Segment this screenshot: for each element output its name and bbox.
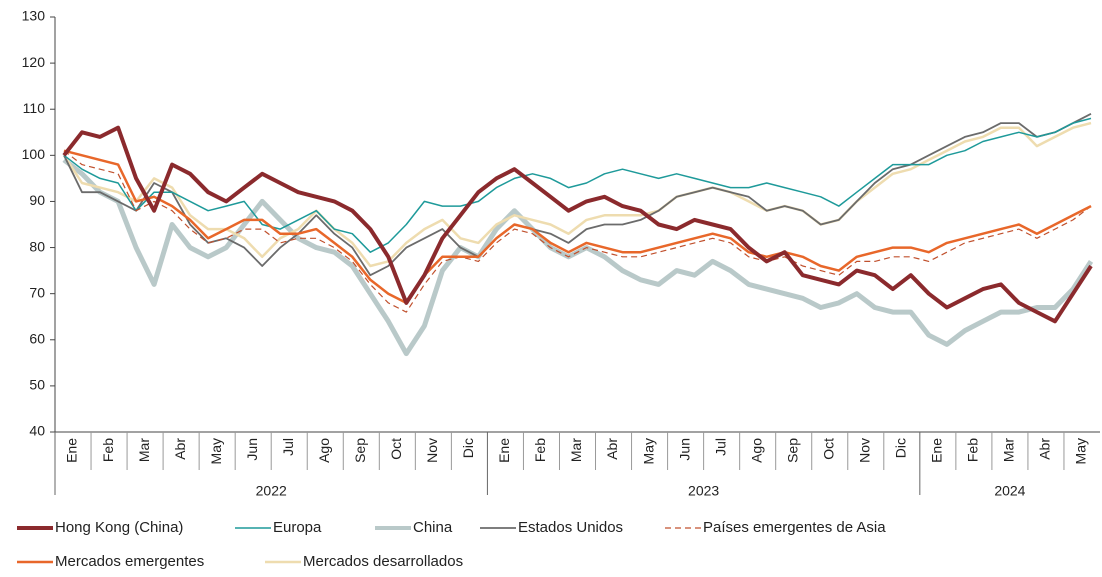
year-label: 2023 bbox=[688, 483, 719, 499]
legend-label: Europa bbox=[273, 519, 322, 536]
series-line bbox=[63, 150, 1092, 313]
legend-label: Mercados desarrollados bbox=[303, 553, 463, 570]
series-line bbox=[63, 149, 1092, 305]
x-tick-label: Feb bbox=[532, 438, 548, 462]
series-line bbox=[63, 113, 1092, 277]
x-tick-label: Ene bbox=[64, 438, 80, 463]
x-tick-label: Sep bbox=[352, 438, 368, 463]
x-tick-label: Jul bbox=[280, 438, 296, 456]
legend-label: Mercados emergentes bbox=[55, 553, 204, 570]
x-tick-label: Ene bbox=[496, 438, 512, 463]
y-tick-label: 50 bbox=[29, 377, 45, 393]
x-tick-label: Abr bbox=[604, 438, 620, 460]
x-tick-label: Feb bbox=[100, 438, 116, 462]
x-tick-label: Nov bbox=[424, 438, 440, 463]
x-tick-label: Feb bbox=[965, 438, 981, 462]
x-tick-label: Jul bbox=[712, 438, 728, 456]
x-tick-label: Nov bbox=[856, 438, 872, 463]
series-line bbox=[63, 117, 1092, 253]
x-tick-label: Oct bbox=[820, 438, 836, 460]
series-line bbox=[62, 125, 1093, 324]
x-tick-label: Jun bbox=[244, 438, 260, 461]
x-tick-label: Dic bbox=[893, 438, 909, 458]
y-tick-label: 110 bbox=[23, 100, 46, 116]
y-tick-label: 60 bbox=[29, 330, 45, 346]
x-tick-label: Mar bbox=[136, 438, 152, 462]
x-tick-label: Ene bbox=[929, 438, 945, 463]
year-label: 2022 bbox=[256, 483, 287, 499]
y-tick-label: 40 bbox=[29, 423, 45, 439]
x-tick-label: May bbox=[1073, 438, 1089, 464]
series-line bbox=[62, 121, 1092, 268]
y-tick-label: 70 bbox=[29, 284, 45, 300]
x-tick-label: Ago bbox=[316, 438, 332, 463]
legend-label: Estados Unidos bbox=[518, 519, 623, 536]
legend-label: Hong Kong (China) bbox=[55, 519, 183, 536]
x-tick-label: Ago bbox=[748, 438, 764, 463]
legend-label: China bbox=[413, 519, 453, 536]
x-tick-label: Oct bbox=[388, 438, 404, 460]
x-tick-label: Mar bbox=[1001, 438, 1017, 462]
x-tick-label: Dic bbox=[460, 438, 476, 458]
y-tick-label: 130 bbox=[22, 8, 46, 24]
y-tick-label: 90 bbox=[29, 192, 45, 208]
x-tick-label: Sep bbox=[784, 438, 800, 463]
y-tick-label: 100 bbox=[22, 146, 46, 162]
x-tick-label: Mar bbox=[568, 438, 584, 462]
x-tick-label: May bbox=[640, 438, 656, 464]
legend-label: Países emergentes de Asia bbox=[703, 519, 886, 536]
x-tick-label: Abr bbox=[1037, 438, 1053, 460]
y-tick-label: 80 bbox=[29, 238, 45, 254]
x-tick-label: Jun bbox=[676, 438, 692, 461]
year-label: 2024 bbox=[994, 483, 1025, 499]
y-tick-label: 120 bbox=[22, 54, 46, 70]
x-tick-label: May bbox=[208, 438, 224, 464]
x-tick-label: Abr bbox=[172, 438, 188, 460]
